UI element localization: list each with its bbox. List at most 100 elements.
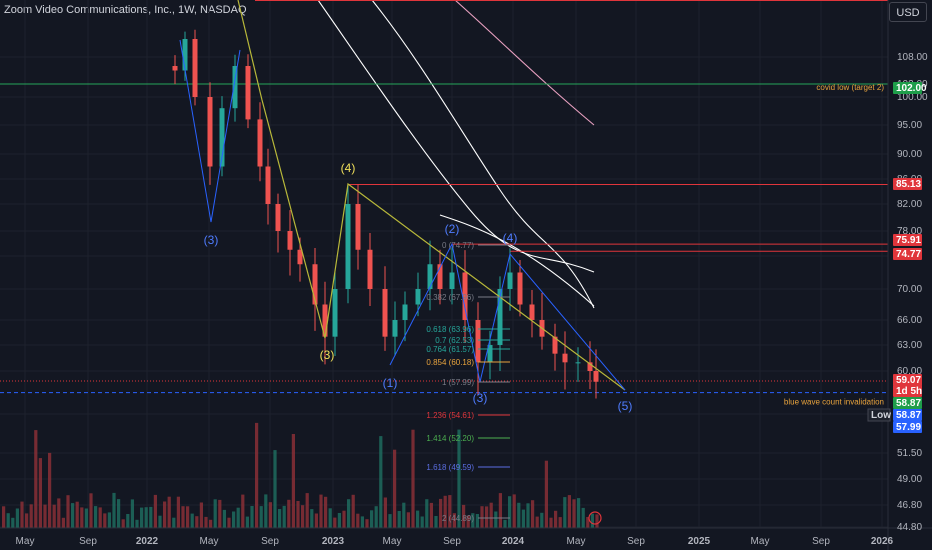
- volume-bar: [563, 497, 567, 528]
- volume-bar: [420, 516, 424, 528]
- fib-label-4: 0.764 (61.57): [426, 345, 474, 354]
- price-tag-label: 74.77: [896, 249, 921, 260]
- volume-bar: [586, 517, 590, 528]
- currency-button[interactable]: USD: [889, 2, 927, 22]
- volume-bar: [98, 507, 102, 528]
- volume-bar: [264, 494, 268, 528]
- ma-100: [371, 0, 595, 309]
- x-tick-label-2: 2022: [136, 536, 159, 547]
- y-tick-label-16: 46.80: [897, 500, 922, 511]
- volume-bar: [402, 502, 406, 528]
- volume-bar: [342, 510, 346, 528]
- volume-bar: [126, 514, 130, 528]
- volume-bar: [43, 504, 47, 528]
- volume-bar: [347, 499, 351, 528]
- candle-body: [257, 119, 263, 167]
- price-tag-label: 85.13: [896, 179, 921, 190]
- candle-body: [367, 249, 373, 289]
- candle-body: [462, 272, 468, 320]
- volume-bar: [268, 502, 272, 528]
- volume-bar: [526, 503, 530, 528]
- candle-body: [415, 289, 421, 305]
- fib-label-8: 1.414 (52.20): [426, 434, 474, 443]
- ma-21: [439, 214, 595, 307]
- volume-bar: [140, 507, 144, 528]
- volume-bar: [512, 494, 516, 528]
- price-tag-prefix: Low: [871, 410, 891, 421]
- volume-bar: [328, 508, 332, 528]
- volume-bar: [360, 516, 364, 528]
- volume-bar: [314, 513, 318, 528]
- candle-body: [312, 264, 318, 305]
- volume-bar: [2, 506, 6, 528]
- volume-bar: [319, 494, 323, 528]
- price-tag-label: 75.91: [896, 235, 921, 246]
- volume-bar: [38, 458, 42, 528]
- price-tag-8: 57.99: [893, 421, 922, 433]
- volume-bar: [577, 498, 581, 528]
- volume-bar: [508, 496, 512, 528]
- x-tick-label-6: May: [383, 536, 402, 547]
- volume-bar: [337, 513, 341, 528]
- volume-bar: [379, 436, 383, 528]
- volume-bar: [181, 506, 185, 528]
- x-tick-label-0: May: [16, 536, 35, 547]
- fib-label-10: 2 (44.89): [442, 514, 474, 523]
- candle-body: [517, 272, 523, 305]
- yellow-wave-line: [237, 0, 626, 391]
- volume-bar: [227, 517, 231, 528]
- volume-bar: [153, 494, 157, 528]
- volume-bar: [149, 506, 153, 528]
- x-tick-label-9: May: [567, 536, 586, 547]
- volume-bar: [222, 509, 226, 528]
- price-tag-bg: [893, 397, 922, 409]
- volume-bar: [94, 506, 98, 528]
- volume-bar: [540, 512, 544, 528]
- candle-body: [507, 272, 513, 289]
- price-tag-3: 74.77: [893, 248, 922, 260]
- volume-bar: [310, 509, 314, 528]
- volume-bar: [255, 422, 259, 528]
- price-tag-label: 57.99: [896, 422, 921, 433]
- fib-label-1: 0.382 (67.96): [426, 293, 474, 302]
- volume-bar: [406, 512, 410, 528]
- price-tag-label: 102.00: [896, 83, 927, 94]
- volume-bar: [296, 501, 300, 528]
- candle-body: [287, 231, 293, 250]
- volume-bar: [365, 519, 369, 528]
- candle-body: [497, 289, 503, 345]
- x-tick-label-14: 2026: [871, 536, 894, 547]
- volume-bar: [457, 429, 461, 528]
- y-tick-label-6: 82.00: [897, 199, 922, 210]
- price-tag-5: 1d 5h: [893, 385, 922, 397]
- x-tick-label-7: Sep: [443, 536, 461, 547]
- volume-bar: [411, 429, 415, 528]
- volume-bar: [485, 506, 489, 528]
- price-tag-bg: [893, 248, 922, 260]
- lightning-icon: [588, 511, 602, 525]
- volume-bar: [29, 504, 33, 528]
- blue-wave-line-1: [179, 39, 241, 223]
- y-tick-label-17: 44.80: [897, 522, 922, 533]
- volume-bar: [75, 501, 79, 528]
- price-tag-2: 75.91: [893, 234, 922, 246]
- volume-bars: [2, 422, 599, 528]
- candle-body: [332, 289, 338, 337]
- volume-bar: [498, 493, 502, 528]
- volume-bar: [443, 495, 447, 528]
- y-tick-label-15: 49.00: [897, 474, 922, 485]
- volume-bar: [429, 502, 433, 528]
- level-label-4: blue wave count invalidation: [784, 398, 884, 407]
- volume-bar: [558, 517, 562, 528]
- wave-label-blue-3: (1): [383, 376, 398, 390]
- fib-label-6: 1 (57.99): [442, 378, 474, 387]
- volume-bar: [48, 452, 52, 528]
- wave-label-blue-1: (2): [445, 222, 460, 236]
- price-tag-prefix-bg: [867, 408, 891, 422]
- volume-bar: [393, 449, 397, 528]
- fib-label-2: 0.618 (63.96): [426, 325, 474, 334]
- candle-body: [552, 336, 558, 354]
- volume-bar: [370, 510, 374, 528]
- candle-body: [172, 66, 178, 71]
